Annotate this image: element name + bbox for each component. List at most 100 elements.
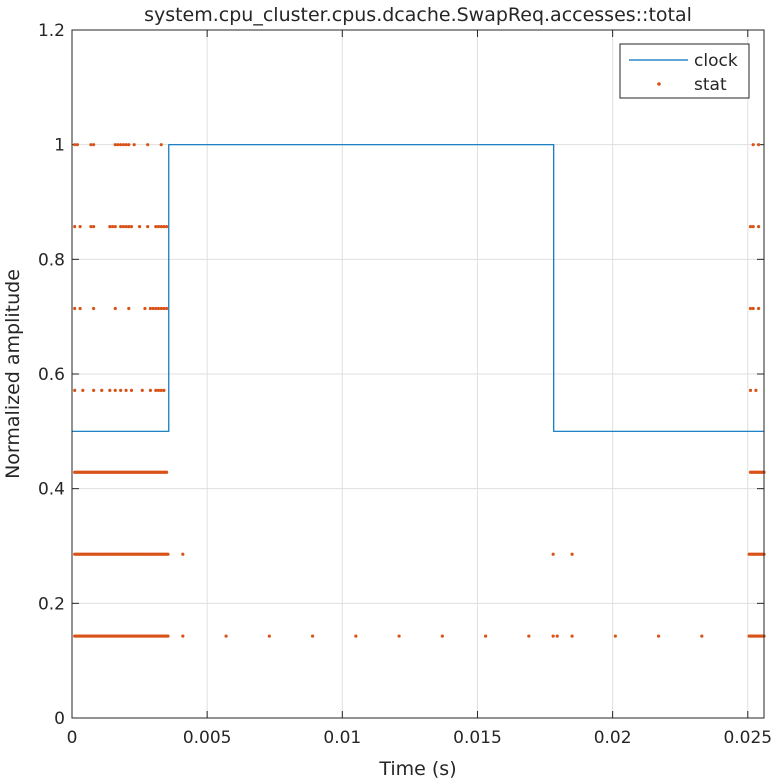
series-stat-point xyxy=(92,306,96,311)
series-stat-point xyxy=(267,634,271,638)
series-stat-point xyxy=(162,225,166,229)
series-stat-point xyxy=(159,225,163,229)
series-stat-point xyxy=(121,225,125,229)
series-stat-point xyxy=(165,306,169,311)
series-stat-point xyxy=(151,306,155,311)
series-stat-point xyxy=(92,388,96,392)
series-stat-point xyxy=(132,143,136,147)
series-stat-point xyxy=(127,225,131,229)
series-stat-point xyxy=(73,225,77,229)
series-stat-point xyxy=(129,388,134,392)
y-tick-label: 0.8 xyxy=(38,250,65,270)
series-stat-point xyxy=(143,306,147,311)
series-stat-point xyxy=(754,388,758,392)
series-stat-point xyxy=(162,388,166,392)
y-tick-label: 0.4 xyxy=(38,480,65,500)
series-stat-point xyxy=(148,388,152,392)
series-stat-point xyxy=(310,634,315,638)
series-stat-point xyxy=(92,225,96,229)
series-stat-point xyxy=(751,225,755,229)
series-stat-point xyxy=(156,225,161,229)
series-stat-point xyxy=(165,225,169,229)
series-stat-point xyxy=(159,143,163,147)
x-tick-label: 0 xyxy=(67,728,78,748)
x-tick-label: 0.025 xyxy=(723,728,772,748)
series-stat-point xyxy=(78,306,82,311)
series-stat-point xyxy=(181,634,185,638)
series-stat-point xyxy=(159,388,163,392)
y-tick-label: 0.2 xyxy=(38,594,65,614)
y-tick-label: 1 xyxy=(54,136,65,156)
series-stat-point xyxy=(110,225,115,229)
series-stat-point xyxy=(181,552,185,556)
series-stat-point xyxy=(119,143,123,147)
series-stat-point xyxy=(527,634,531,638)
series-stat-point xyxy=(156,306,161,311)
y-tick-label: 1.2 xyxy=(38,21,65,41)
series-stat-point xyxy=(159,306,163,311)
legend-stat-swatch xyxy=(657,82,661,86)
legend-clock-label: clock xyxy=(694,51,738,71)
series-stat-point xyxy=(100,388,104,392)
axes-box xyxy=(71,29,765,719)
x-axis-label: Time (s) xyxy=(378,758,456,780)
series-stat-point xyxy=(154,306,158,311)
series-stat-point xyxy=(119,388,123,392)
series-stat-point xyxy=(748,306,753,311)
series-clock-line xyxy=(72,144,764,432)
series-stat-point xyxy=(124,225,128,229)
series-stat-point xyxy=(127,306,131,311)
series-stat-point xyxy=(656,634,661,638)
series-stat-point xyxy=(154,225,158,229)
series-stat-point xyxy=(748,388,753,392)
series-stat-point xyxy=(700,634,704,638)
series-stat-point xyxy=(751,306,755,311)
x-tick-label: 0.005 xyxy=(183,728,232,748)
series-stat-point xyxy=(751,143,755,147)
series-stat-point xyxy=(166,552,170,556)
series-stat-point xyxy=(89,143,93,147)
x-axis-ticks: 0 0.005 0.01 0.015 0.02 0.025 xyxy=(67,30,772,748)
series-stat-point xyxy=(483,634,488,638)
x-tick-label: 0.015 xyxy=(453,728,502,748)
legend-box xyxy=(619,43,750,99)
series-stat-point xyxy=(73,143,77,147)
series-stat-point xyxy=(121,143,125,147)
y-tick-label: 0 xyxy=(54,709,65,729)
series-stat-point xyxy=(146,225,150,229)
x-tick-label: 0.01 xyxy=(323,728,361,748)
series-stat-point xyxy=(154,388,158,392)
series-stat-point xyxy=(81,388,85,392)
series-stat-point xyxy=(146,143,150,147)
series-stat-point xyxy=(166,634,170,638)
series-stat-point xyxy=(748,225,753,229)
series-stat-point xyxy=(224,634,228,638)
series-stat-point xyxy=(140,388,144,392)
series-stat-point xyxy=(555,634,559,638)
series-stat-point xyxy=(148,306,152,311)
series-stat-point xyxy=(354,634,358,638)
series-stat-point xyxy=(156,388,161,392)
series-stat-point xyxy=(113,143,117,147)
series-stat-point xyxy=(570,634,574,638)
series-stat-point xyxy=(551,634,555,638)
series-stat-point xyxy=(756,225,761,229)
series-stat-point xyxy=(73,306,77,311)
series-stat-point xyxy=(551,552,555,556)
series-stat-point xyxy=(440,634,444,638)
series-stat-point xyxy=(129,225,134,229)
x-tick-label: 0.02 xyxy=(594,728,632,748)
y-axis-ticks: 0 0.2 0.4 0.6 0.8 1 1.2 xyxy=(38,21,764,729)
series-stat-point xyxy=(570,552,574,556)
series-stat-point xyxy=(124,388,128,392)
series-stat-point xyxy=(89,225,93,229)
chart-title: system.cpu_cluster.cpus.dcache.SwapReq.a… xyxy=(144,4,692,26)
series-stat-point xyxy=(113,306,117,311)
series-stat-point xyxy=(108,388,112,392)
series-stat-point xyxy=(75,143,80,147)
series-stat-point xyxy=(78,225,82,229)
series-stat-point xyxy=(165,470,169,474)
series-stat-point xyxy=(127,143,131,147)
y-axis-label: Normalized amplitude xyxy=(2,269,24,479)
